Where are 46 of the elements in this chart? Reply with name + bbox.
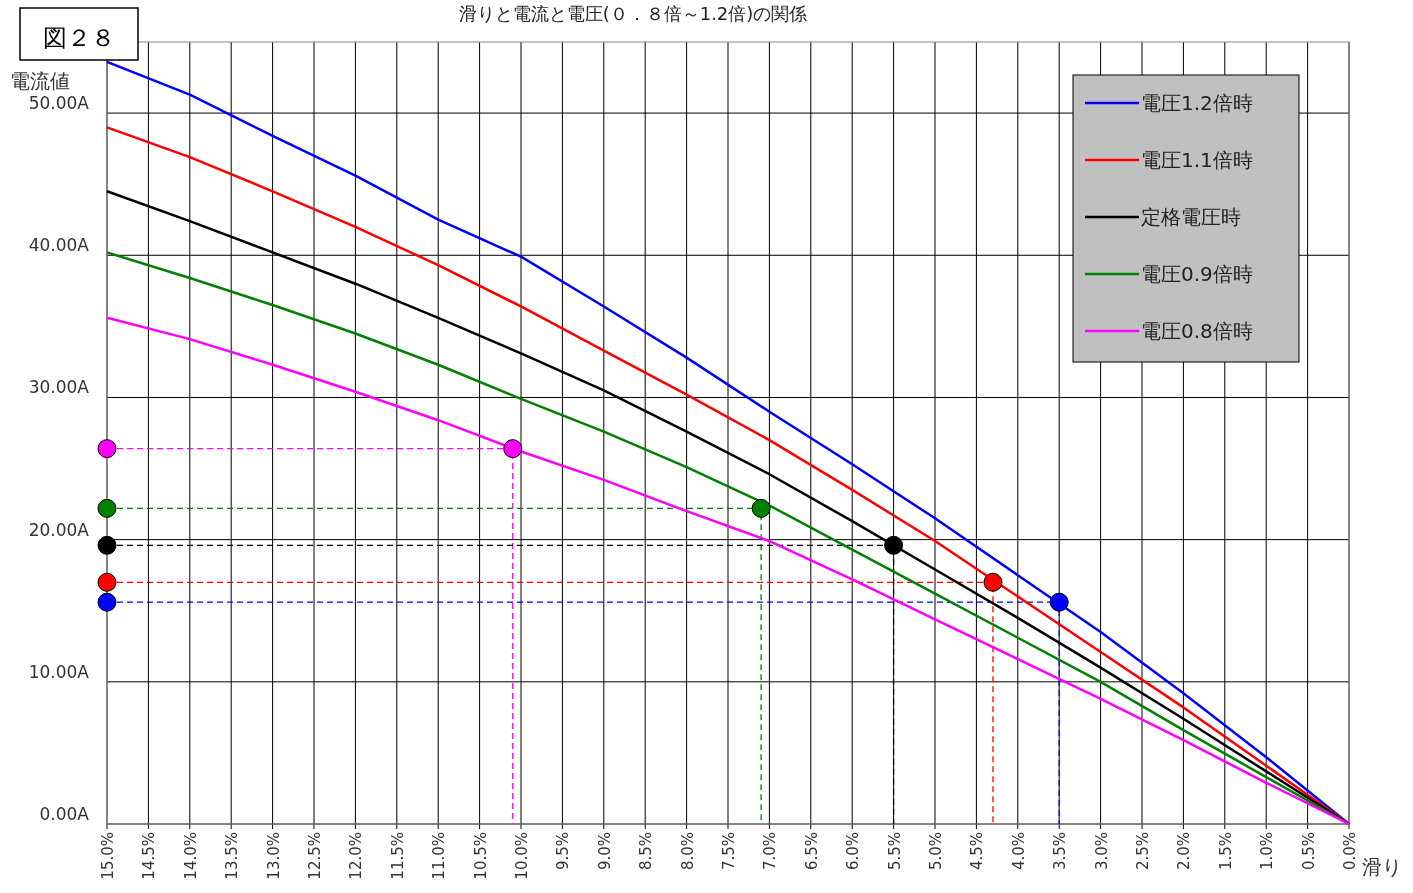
x-tick-label: 0.5% <box>1299 832 1318 871</box>
x-tick-label: 4.5% <box>968 832 987 871</box>
x-tick-label: 9.5% <box>554 832 573 871</box>
y-axis-title: 電流値 <box>10 69 70 93</box>
legend-label: 定格電圧時 <box>1141 205 1241 229</box>
legend-label: 電圧0.9倍時 <box>1141 262 1253 286</box>
x-tick-label: 11.0% <box>430 832 449 880</box>
x-tick-label: 2.5% <box>1134 832 1152 871</box>
x-tick-label: 5.0% <box>927 832 945 871</box>
x-tick-label: 3.5% <box>1051 832 1070 871</box>
legend-label: 電圧0.8倍時 <box>1141 319 1253 343</box>
x-tick-label: 13.0% <box>264 832 283 880</box>
x-tick-label: 8.0% <box>678 832 697 871</box>
x-tick-label: 7.0% <box>761 832 780 871</box>
x-tick-label: 12.0% <box>347 832 366 880</box>
x-tick-label: 3.0% <box>1092 832 1111 871</box>
x-tick-label: 4.0% <box>1009 832 1028 871</box>
x-axis-title: 滑り <box>1362 855 1402 879</box>
x-tick-label: 10.5% <box>471 832 490 880</box>
y-tick-label: 50.00A <box>28 93 90 114</box>
x-tick-label: 8.5% <box>637 832 656 871</box>
y-tick-label: 0.00A <box>39 804 90 824</box>
chart-title: 滑りと電流と電圧(０．８倍～1.2倍)の関係 <box>458 3 808 24</box>
x-tick-label: 1.5% <box>1216 832 1235 871</box>
x-tick-label: 9.0% <box>595 832 614 871</box>
legend-label: 電圧1.1倍時 <box>1141 148 1253 172</box>
x-tick-label: 15.0% <box>99 832 117 880</box>
x-tick-label: 14.0% <box>181 832 200 880</box>
x-tick-label: 2.0% <box>1175 832 1194 871</box>
annotation: 図２８ <box>43 24 115 52</box>
x-tick-label: 7.5% <box>720 832 738 871</box>
legend-label: 電圧1.2倍時 <box>1141 91 1253 115</box>
x-tick-label: 10.0% <box>513 832 531 880</box>
x-tick-label: 5.5% <box>885 832 904 871</box>
x-tick-label: 0.0% <box>1341 832 1359 871</box>
x-tick-label: 6.5% <box>802 832 821 871</box>
y-tick-label: 30.00A <box>28 377 90 398</box>
x-tick-label: 12.5% <box>306 832 324 880</box>
y-tick-label: 10.00A <box>28 661 90 682</box>
x-tick-label: 11.5% <box>388 832 407 880</box>
x-tick-label: 14.5% <box>140 832 159 880</box>
y-tick-label: 20.00A <box>28 519 90 540</box>
x-tick-label: 1.0% <box>1258 832 1277 871</box>
y-tick-label: 40.00A <box>28 235 90 256</box>
x-tick-label: 6.0% <box>844 832 863 871</box>
x-tick-label: 13.5% <box>223 832 242 880</box>
